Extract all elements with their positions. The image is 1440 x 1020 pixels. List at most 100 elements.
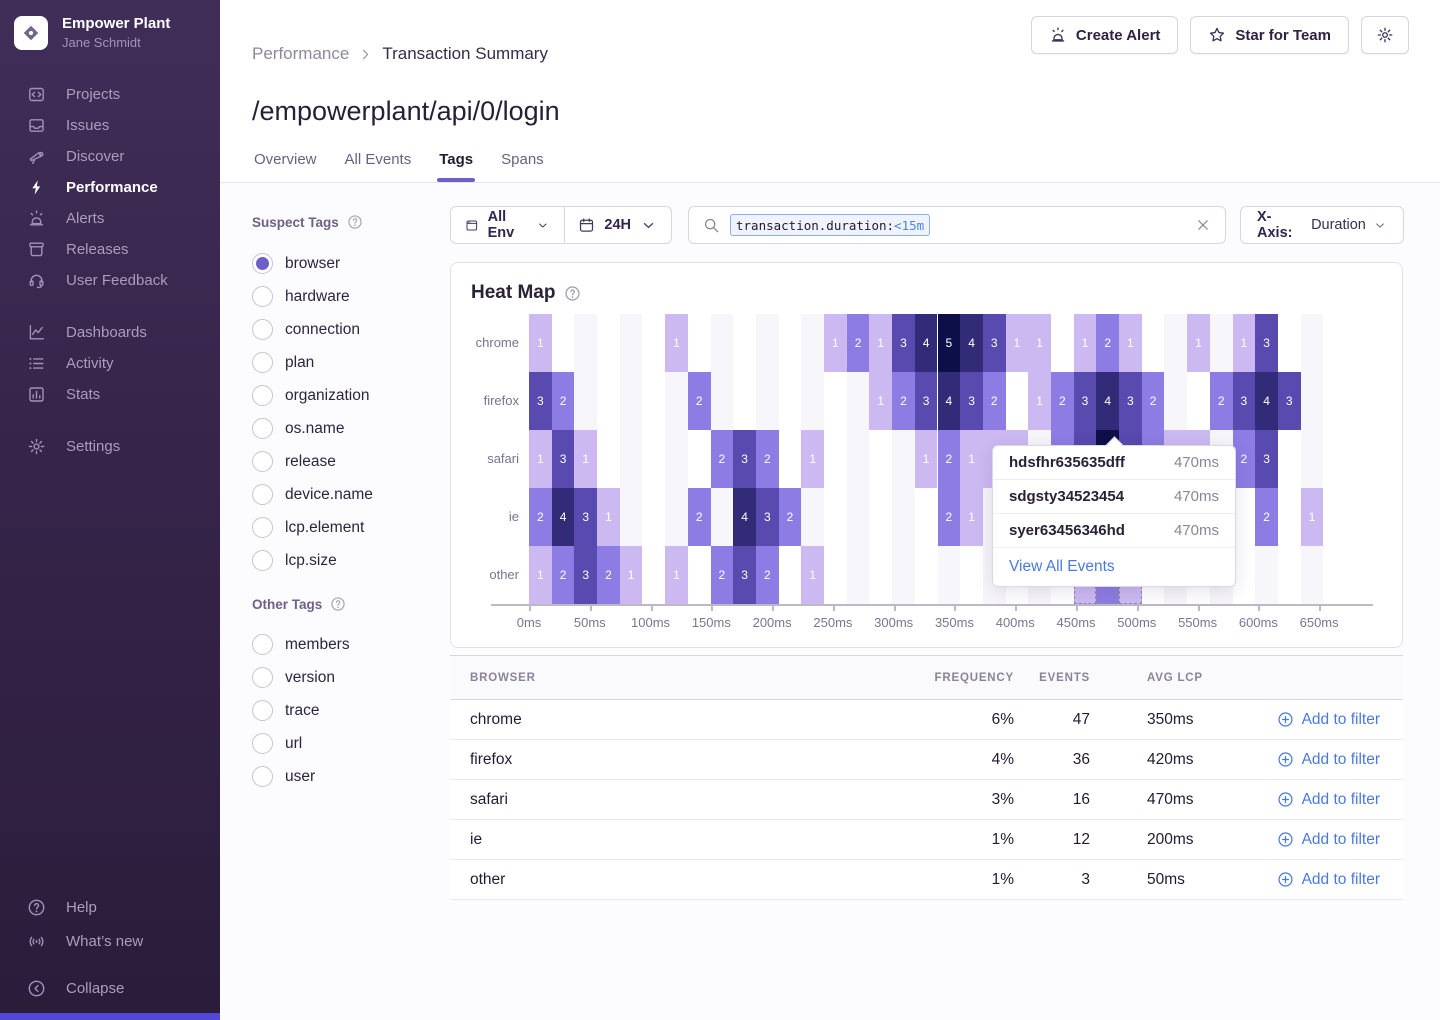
heatmap-cell[interactable]: 1 bbox=[1005, 314, 1029, 372]
heatmap-cell[interactable]: 3 bbox=[892, 314, 915, 372]
radio-button[interactable] bbox=[252, 766, 273, 787]
sidebar-item-discover[interactable]: Discover bbox=[0, 141, 220, 172]
sidebar-item-performance[interactable]: Performance bbox=[0, 172, 220, 203]
org-switcher[interactable]: Empower Plant Jane Schmidt bbox=[0, 0, 220, 65]
tag-radio-plan[interactable]: plan bbox=[252, 346, 373, 379]
heatmap-cell[interactable]: 3 bbox=[529, 372, 552, 430]
heatmap-cell[interactable]: 1 bbox=[1300, 488, 1324, 546]
heatmap-cell[interactable]: 4 bbox=[960, 314, 983, 372]
heatmap-cell[interactable]: 4 bbox=[733, 488, 756, 546]
heatmap-cell[interactable]: 1 bbox=[960, 488, 983, 546]
heatmap-cell[interactable]: 2 bbox=[755, 430, 779, 488]
heatmap-cell[interactable]: 3 bbox=[1232, 372, 1256, 430]
heatmap-cell[interactable]: 1 bbox=[574, 430, 598, 488]
heatmap-cell[interactable]: 3 bbox=[574, 546, 598, 604]
tag-radio-user[interactable]: user bbox=[252, 760, 350, 793]
tag-radio-lcp-size[interactable]: lcp.size bbox=[252, 544, 373, 577]
view-all-events-link[interactable]: View All Events bbox=[1009, 558, 1115, 575]
help-circle-icon[interactable] bbox=[330, 596, 346, 612]
tab-all-events[interactable]: All Events bbox=[344, 151, 412, 168]
tag-radio-device-name[interactable]: device.name bbox=[252, 478, 373, 511]
heatmap-cell[interactable]: 3 bbox=[1119, 372, 1142, 430]
heatmap-cell[interactable]: 2 bbox=[710, 430, 734, 488]
radio-button[interactable] bbox=[252, 253, 273, 274]
heatmap-cell[interactable]: 3 bbox=[982, 314, 1006, 372]
heatmap-cell[interactable]: 2 bbox=[778, 488, 802, 546]
heatmap-cell[interactable]: 1 bbox=[529, 546, 552, 604]
heatmap-cell[interactable]: 2 bbox=[846, 314, 870, 372]
radio-button[interactable] bbox=[252, 733, 273, 754]
search-input[interactable]: transaction.duration:<15m bbox=[688, 206, 1226, 244]
heatmap-cell[interactable]: 4 bbox=[937, 372, 961, 430]
radio-button[interactable] bbox=[252, 451, 273, 472]
heatmap-cell[interactable]: 1 bbox=[597, 488, 620, 546]
sidebar-item-help[interactable]: Help bbox=[0, 890, 220, 924]
add-to-filter-link[interactable]: Add to filter bbox=[1250, 871, 1380, 889]
heatmap-cell[interactable]: 2 bbox=[1050, 372, 1074, 430]
radio-button[interactable] bbox=[252, 286, 273, 307]
sidebar-item-issues[interactable]: Issues bbox=[0, 110, 220, 141]
heatmap-cell[interactable]: 1 bbox=[869, 314, 893, 372]
radio-button[interactable] bbox=[252, 484, 273, 505]
event-row[interactable]: syer63456346hd 470ms bbox=[993, 514, 1235, 548]
heatmap-cell[interactable]: 2 bbox=[1232, 430, 1256, 488]
settings-gear-button[interactable] bbox=[1361, 16, 1409, 54]
sidebar-item-collapse[interactable]: Collapse bbox=[0, 971, 220, 1005]
add-to-filter-link[interactable]: Add to filter bbox=[1250, 831, 1380, 849]
heatmap-cell[interactable]: 3 bbox=[960, 372, 983, 430]
heatmap-cell[interactable]: 1 bbox=[869, 372, 893, 430]
breadcrumb-parent[interactable]: Performance bbox=[252, 44, 350, 63]
heatmap-cell[interactable]: 3 bbox=[1073, 372, 1097, 430]
heatmap-cell[interactable]: 2 bbox=[1209, 372, 1233, 430]
radio-button[interactable] bbox=[252, 667, 273, 688]
star-for-team-button[interactable]: Star for Team bbox=[1190, 16, 1349, 54]
tag-radio-connection[interactable]: connection bbox=[252, 313, 373, 346]
heatmap-cell[interactable]: 2 bbox=[710, 546, 734, 604]
radio-button[interactable] bbox=[252, 418, 273, 439]
radio-button[interactable] bbox=[252, 634, 273, 655]
tag-radio-os-name[interactable]: os.name bbox=[252, 412, 373, 445]
heatmap-cell[interactable]: 4 bbox=[914, 314, 938, 372]
heatmap-cell[interactable]: 2 bbox=[937, 488, 961, 546]
heatmap-cell[interactable]: 1 bbox=[801, 546, 825, 604]
help-circle-icon[interactable] bbox=[564, 285, 581, 302]
heatmap-cell[interactable]: 2 bbox=[755, 546, 779, 604]
heatmap-cell[interactable]: 3 bbox=[733, 430, 756, 488]
heatmap-cell[interactable]: 2 bbox=[597, 546, 620, 604]
event-row[interactable]: sdgsty34523454 470ms bbox=[993, 480, 1235, 514]
heatmap-cell[interactable]: 2 bbox=[687, 488, 711, 546]
heatmap-cell[interactable]: 1 bbox=[665, 314, 688, 372]
heatmap-cell[interactable]: 3 bbox=[551, 430, 575, 488]
sidebar-item-dashboards[interactable]: Dashboards bbox=[0, 317, 220, 348]
sidebar-item-alerts[interactable]: Alerts bbox=[0, 203, 220, 234]
heatmap-cell[interactable]: 1 bbox=[914, 430, 938, 488]
search-token[interactable]: transaction.duration:<15m bbox=[730, 214, 931, 236]
tab-spans[interactable]: Spans bbox=[501, 151, 544, 168]
heatmap-cell[interactable]: 2 bbox=[551, 546, 575, 604]
heatmap-cell[interactable]: 1 bbox=[619, 546, 643, 604]
heatmap-cell[interactable]: 1 bbox=[1187, 314, 1210, 372]
heatmap-cell[interactable]: 1 bbox=[665, 546, 688, 604]
radio-button[interactable] bbox=[252, 319, 273, 340]
heatmap-cell[interactable]: 1 bbox=[960, 430, 983, 488]
heatmap-cell[interactable]: 3 bbox=[1255, 430, 1278, 488]
heatmap-cell[interactable]: 2 bbox=[982, 372, 1006, 430]
heatmap-cell[interactable]: 1 bbox=[824, 314, 847, 372]
add-to-filter-link[interactable]: Add to filter bbox=[1250, 711, 1380, 729]
tag-radio-members[interactable]: members bbox=[252, 628, 350, 661]
tag-radio-url[interactable]: url bbox=[252, 727, 350, 760]
tag-radio-version[interactable]: version bbox=[252, 661, 350, 694]
tag-radio-trace[interactable]: trace bbox=[252, 694, 350, 727]
sidebar-item-activity[interactable]: Activity bbox=[0, 348, 220, 379]
add-to-filter-link[interactable]: Add to filter bbox=[1250, 751, 1380, 769]
heatmap-cell[interactable]: 2 bbox=[1096, 314, 1120, 372]
tab-overview[interactable]: Overview bbox=[254, 151, 317, 168]
sidebar-item-projects[interactable]: Projects bbox=[0, 79, 220, 110]
heatmap-cell[interactable]: 2 bbox=[1255, 488, 1278, 546]
heatmap-cell[interactable]: 3 bbox=[914, 372, 938, 430]
heatmap-cell[interactable]: 1 bbox=[1028, 314, 1051, 372]
radio-button[interactable] bbox=[252, 385, 273, 406]
tag-radio-release[interactable]: release bbox=[252, 445, 373, 478]
heatmap-cell[interactable]: 2 bbox=[551, 372, 575, 430]
heatmap-cell[interactable]: 1 bbox=[529, 314, 552, 372]
